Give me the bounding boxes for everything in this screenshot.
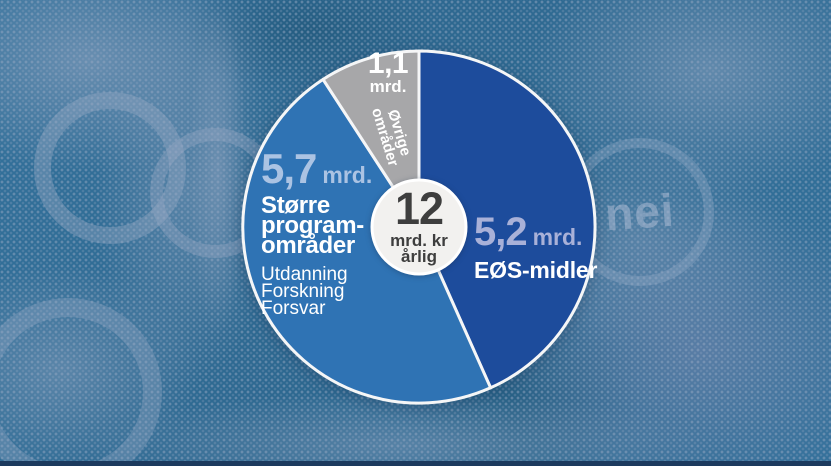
pie-slices (241, 49, 597, 405)
bottom-bar (0, 461, 831, 466)
slice-value: 1,1 (367, 47, 409, 80)
pie-center-label: 12 mrd. kr årlig (359, 183, 479, 266)
center-total-value: 12 (394, 183, 444, 234)
pie-slice-eos (417, 49, 597, 390)
slice-value-unit: mrd. (322, 162, 373, 188)
slice-label-storre: 5,7 mrd. Større program- områder Utdanni… (261, 145, 373, 319)
slice-sub-item: Utdanning (261, 264, 348, 285)
slice-value: 5,2 (474, 210, 528, 254)
nei-badge-text: nei (603, 183, 677, 241)
slice-label-eos: 5,2 mrd. EØS-midler (474, 210, 598, 284)
slice-value: 5,7 (261, 145, 317, 192)
slice-label-ovrige-value: 1,1 mrd. (342, 47, 434, 96)
slice-sub-item: Forskning (261, 281, 345, 302)
slice-sub-item: Forsvar (261, 298, 326, 319)
center-unit-line: mrd. kr (390, 231, 448, 250)
slice-name: Større program- områder (261, 192, 372, 259)
pie-slice-storre (241, 77, 493, 405)
slice-value-unit: mrd. (532, 224, 583, 250)
slice-value-row: 5,7 mrd. (261, 145, 373, 192)
slice-name-line: områder (261, 232, 355, 259)
slice-name-line: program- (261, 212, 364, 239)
pie-slice-ovrige (321, 49, 421, 229)
slice-value-unit: mrd. (369, 77, 407, 96)
pie-center-disc (370, 178, 468, 276)
slice-sub-items: Utdanning Forskning Forsvar (261, 264, 372, 319)
pie-chart (241, 49, 597, 405)
slice-name-line: Større (261, 192, 330, 219)
center-unit-line: årlig (401, 247, 437, 266)
slice-name: EØS-midler (474, 257, 598, 283)
slice-value-row: 5,2 mrd. (474, 210, 597, 254)
